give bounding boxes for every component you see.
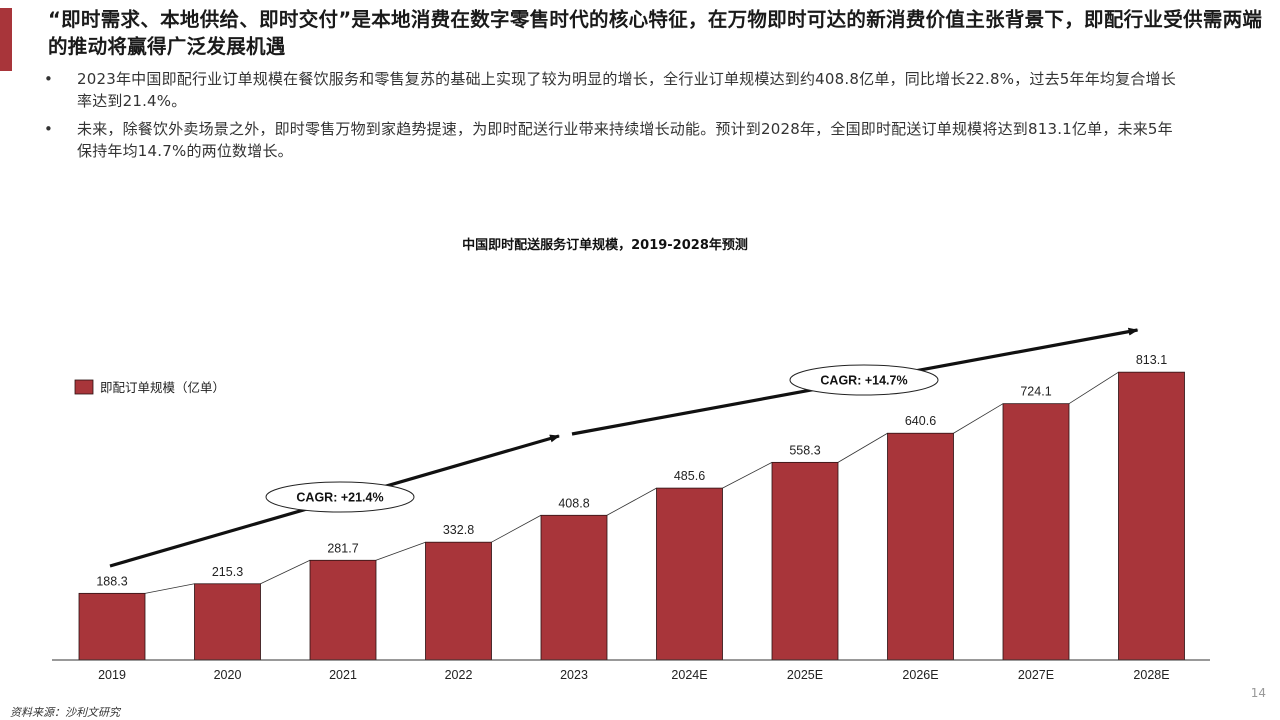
bar-2028E	[1118, 371, 1185, 661]
x-tick-label-2025E: 2025E	[787, 668, 823, 682]
data-label-2028E: 813.1	[1136, 353, 1167, 367]
bar-2020	[194, 583, 261, 661]
bar-2026E	[887, 432, 954, 661]
x-tick-label-2027E: 2027E	[1018, 668, 1054, 682]
x-tick-label-2026E: 2026E	[902, 668, 938, 682]
data-label-2023: 408.8	[558, 496, 589, 510]
x-tick-label-2019: 2019	[98, 668, 126, 682]
bullet-dot: •	[44, 70, 54, 88]
bar-2023	[540, 514, 608, 661]
bar-2024E	[656, 487, 723, 661]
x-tick-label-2024E: 2024E	[671, 668, 707, 682]
x-tick-label-2022: 2022	[445, 668, 473, 682]
cagr-label-2: CAGR: +14.7%	[820, 374, 907, 388]
bar-2027E	[1002, 403, 1070, 661]
bar-connector-line	[260, 559, 311, 585]
legend-label: 即配订单规模（亿单）	[100, 380, 225, 395]
data-label-2019: 188.3	[96, 574, 127, 588]
data-label-2022: 332.8	[443, 523, 474, 537]
bullet-text: 未来，除餐饮外卖场景之外，即时零售万物到家趋势提速，为即时配送行业带来持续增长动…	[77, 120, 1173, 160]
slide-title: “即时需求、本地供给、即时交付”是本地消费在数字零售时代的核心特征，在万物即时可…	[48, 8, 1263, 58]
x-tick-label-2020: 2020	[214, 668, 242, 682]
bar-2019	[78, 592, 146, 661]
data-label-2025E: 558.3	[789, 443, 820, 457]
data-label-2021: 281.7	[327, 541, 358, 555]
bullet-dot: •	[44, 120, 54, 138]
source-note: 资料来源：沙利文研究	[10, 706, 120, 719]
legend-swatch	[74, 379, 94, 395]
bar-connector-line	[606, 487, 657, 516]
cagr-bubble-1	[265, 481, 415, 513]
data-label-2024E: 485.6	[674, 469, 705, 483]
bar-2022	[425, 541, 492, 661]
bar-connector-line	[953, 403, 1004, 434]
accent-bar	[0, 8, 12, 71]
bullet-text: 2023年中国即配行业订单规模在餐饮服务和零售复苏的基础上实现了较为明显的增长，…	[77, 70, 1176, 110]
bar-connector-line	[837, 432, 888, 463]
bar-connector-line	[375, 541, 426, 561]
page-number: 14	[1250, 686, 1266, 700]
chart-title: 中国即时配送服务订单规模，2019-2028年预测	[462, 238, 748, 253]
bar-2021	[309, 559, 377, 661]
x-tick-label-2021: 2021	[329, 668, 357, 682]
cagr-bubble-2	[789, 364, 939, 396]
bar-connector-line	[491, 514, 542, 543]
x-tick-label-2023: 2023	[560, 668, 588, 682]
bar-connector-line	[722, 462, 773, 489]
data-label-2027E: 724.1	[1020, 385, 1051, 399]
cagr-label-1: CAGR: +21.4%	[296, 491, 383, 505]
bullet-item: • 未来，除餐饮外卖场景之外，即时零售万物到家趋势提速，为即时配送行业带来持续增…	[44, 118, 1184, 162]
bar-connector-line	[1068, 371, 1119, 405]
bar-2025E	[771, 461, 839, 661]
bullet-item: • 2023年中国即配行业订单规模在餐饮服务和零售复苏的基础上实现了较为明显的增…	[44, 68, 1184, 112]
x-tick-label-2028E: 2028E	[1133, 668, 1169, 682]
data-label-2020: 215.3	[212, 565, 243, 579]
bullet-list: • 2023年中国即配行业订单规模在餐饮服务和零售复苏的基础上实现了较为明显的增…	[44, 68, 1184, 168]
bar-connector-line	[144, 583, 195, 594]
data-label-2026E: 640.6	[905, 414, 936, 428]
